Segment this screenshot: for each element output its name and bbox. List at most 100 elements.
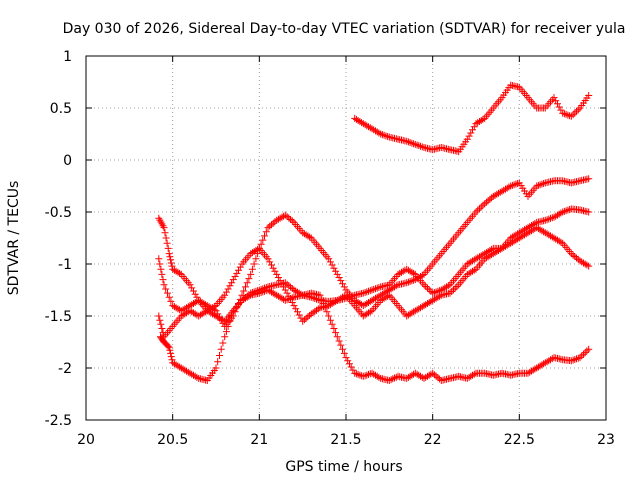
data-point xyxy=(567,112,575,120)
data-point xyxy=(505,183,513,191)
data-point xyxy=(165,293,173,301)
data-point xyxy=(295,311,303,319)
data-point xyxy=(430,289,438,296)
data-point xyxy=(585,345,593,353)
data-point xyxy=(463,135,471,143)
data-point xyxy=(242,283,249,291)
series-group xyxy=(157,286,593,384)
data-point xyxy=(314,305,322,313)
data-point xyxy=(320,300,327,307)
data-point xyxy=(359,372,367,380)
data-point xyxy=(533,182,541,190)
data-point xyxy=(333,333,341,341)
data-point xyxy=(278,280,286,288)
x-tick-label: 22 xyxy=(424,432,442,448)
x-axis-label: GPS time / hours xyxy=(285,459,402,475)
data-point xyxy=(391,374,398,382)
data-point xyxy=(250,260,258,268)
data-point xyxy=(569,251,577,259)
data-point xyxy=(222,328,230,336)
data-point xyxy=(446,289,454,297)
data-point xyxy=(214,358,222,366)
data-point xyxy=(332,267,340,275)
data-point xyxy=(436,375,444,383)
data-point xyxy=(422,283,430,290)
data-point xyxy=(268,261,275,269)
data-point xyxy=(157,265,165,273)
data-point xyxy=(403,137,411,145)
data-point xyxy=(361,289,369,296)
data-point xyxy=(269,264,277,272)
data-point xyxy=(432,288,440,296)
data-point xyxy=(266,258,274,266)
data-point xyxy=(569,111,577,119)
data-point xyxy=(366,308,374,316)
data-point xyxy=(335,337,343,345)
data-point xyxy=(410,140,418,148)
data-point xyxy=(224,285,232,293)
data-point xyxy=(555,103,563,111)
data-point xyxy=(548,214,556,222)
data-point xyxy=(453,283,461,290)
data-point xyxy=(287,283,294,291)
data-point xyxy=(163,239,171,247)
data-point xyxy=(287,295,294,302)
data-point xyxy=(339,345,346,353)
data-point xyxy=(321,304,329,312)
data-point xyxy=(318,295,326,303)
data-point xyxy=(328,320,336,328)
data-point xyxy=(252,255,260,263)
data-point xyxy=(410,269,418,277)
data-point xyxy=(384,133,392,140)
data-point xyxy=(166,253,174,261)
data-point xyxy=(226,282,234,290)
y-tick-label: -1.5 xyxy=(45,309,72,325)
data-point xyxy=(164,244,172,252)
data-point xyxy=(585,262,593,270)
data-point xyxy=(285,282,293,290)
data-point xyxy=(432,372,440,380)
data-point xyxy=(159,276,167,284)
data-point xyxy=(193,297,201,305)
data-point xyxy=(325,255,333,263)
data-point xyxy=(349,366,357,374)
data-point xyxy=(385,377,393,384)
data-point xyxy=(158,220,166,228)
data-point xyxy=(299,317,307,325)
data-point xyxy=(288,294,296,302)
data-point xyxy=(161,229,169,237)
data-point xyxy=(370,285,378,293)
data-point xyxy=(229,276,237,284)
data-point xyxy=(413,141,421,149)
data-point xyxy=(271,267,279,275)
series-group xyxy=(155,205,593,341)
data-point xyxy=(573,355,580,363)
data-point xyxy=(567,357,575,365)
x-tick-label: 22.5 xyxy=(504,432,535,448)
data-point xyxy=(248,265,256,273)
data-point xyxy=(382,132,390,140)
data-point xyxy=(470,123,478,131)
data-point xyxy=(384,292,392,300)
data-point xyxy=(476,205,483,213)
data-point xyxy=(346,360,353,368)
data-point xyxy=(342,354,350,362)
data-point xyxy=(281,211,289,219)
data-point xyxy=(403,279,411,287)
data-point xyxy=(156,260,164,268)
data-point xyxy=(212,364,220,372)
data-point xyxy=(448,288,456,295)
data-point xyxy=(580,350,587,358)
data-point xyxy=(576,354,584,362)
data-point xyxy=(235,266,242,274)
data-point xyxy=(228,312,236,320)
data-point xyxy=(219,316,227,324)
data-point xyxy=(167,349,175,357)
data-point xyxy=(410,276,418,284)
x-tick-label: 21 xyxy=(250,432,268,448)
data-point xyxy=(571,356,579,363)
data-point xyxy=(574,106,582,114)
data-point xyxy=(411,140,419,148)
data-point xyxy=(221,291,229,299)
data-point xyxy=(257,289,265,296)
